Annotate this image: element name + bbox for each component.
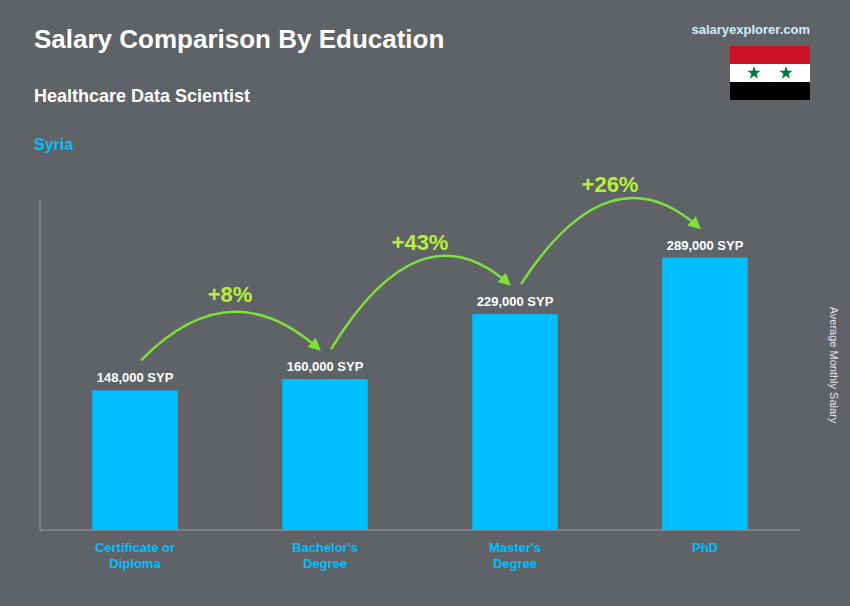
country: Syria: [34, 136, 73, 153]
change-arrow: [521, 198, 699, 284]
flag-stripe: [730, 82, 810, 100]
value-label: 289,000 SYP: [667, 238, 744, 253]
bar: [662, 258, 748, 530]
x-tick-label-line: Certificate or: [95, 540, 175, 555]
chart: Salary Comparison By Education Healthcare…: [0, 0, 850, 606]
value-label: 160,000 SYP: [287, 359, 364, 374]
bar: [472, 314, 558, 530]
x-tick-label-line: Degree: [303, 556, 347, 571]
flag-stripe: [730, 46, 810, 64]
bars: [92, 258, 748, 530]
x-tick-label: Certificate orDiploma: [95, 540, 175, 571]
bar: [282, 379, 368, 530]
x-tick-label-line: Diploma: [109, 556, 161, 571]
value-label: 229,000 SYP: [477, 294, 554, 309]
y-axis-label: Average Monthly Salary: [828, 307, 840, 424]
change-label: +26%: [582, 172, 639, 197]
change-label: +43%: [392, 230, 449, 255]
x-tick-label: PhD: [692, 540, 718, 555]
x-tick-label: Master'sDegree: [489, 540, 541, 571]
page: {"chart_data": {"type": "bar", "title": …: [0, 0, 850, 606]
flag-stripe: [730, 64, 810, 82]
value-label: 148,000 SYP: [97, 370, 174, 385]
flag-star: [779, 66, 792, 79]
x-tick-label: Bachelor'sDegree: [292, 540, 358, 571]
change-arrow: [331, 256, 509, 349]
background: [0, 0, 850, 606]
flag-star: [747, 66, 760, 79]
change-label: +8%: [208, 282, 253, 307]
x-tick-label-line: Bachelor's: [292, 540, 358, 555]
flag: [730, 46, 810, 100]
x-tick-label-line: Master's: [489, 540, 541, 555]
bar: [92, 390, 178, 530]
x-tick-label-line: PhD: [692, 540, 718, 555]
subtitle: Healthcare Data Scientist: [34, 86, 250, 106]
y-axis-line: [40, 200, 41, 530]
watermark: salaryexplorer.com: [691, 22, 810, 37]
title: Salary Comparison By Education: [34, 24, 444, 54]
x-tick-label-line: Degree: [493, 556, 537, 571]
change-arrow: [141, 312, 319, 361]
